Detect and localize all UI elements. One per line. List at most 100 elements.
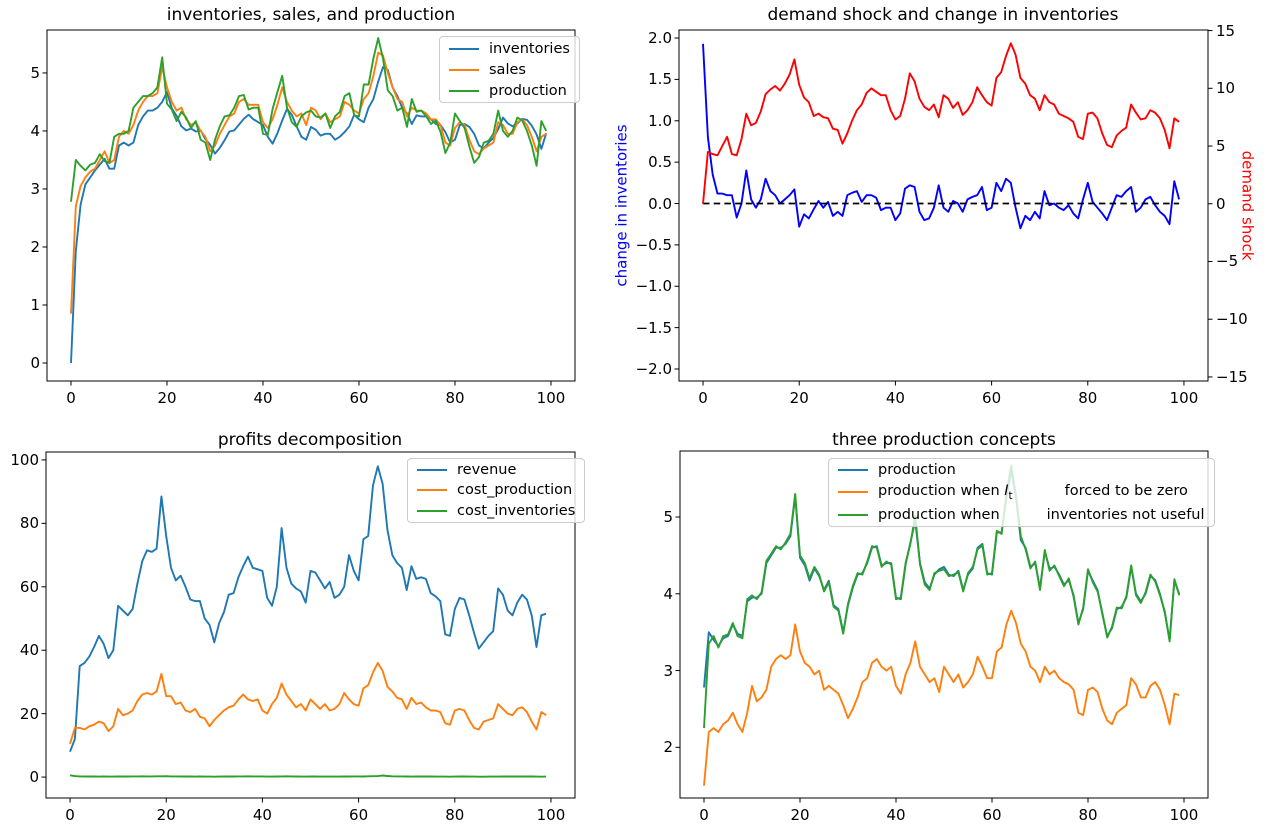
y-tick-label-right: 0 bbox=[1216, 194, 1226, 213]
legend-item: production when inventories not useful bbox=[838, 507, 1205, 523]
y-tick-label: 2 bbox=[30, 237, 40, 256]
legend-item: revenue bbox=[417, 462, 575, 478]
x-tick-label: 0 bbox=[698, 389, 708, 407]
legend-line-swatch bbox=[838, 491, 868, 494]
legend: inventories sales production bbox=[439, 36, 580, 103]
x-tick-label: 0 bbox=[65, 806, 75, 824]
y-tick-label: 4 bbox=[663, 584, 673, 603]
x-tick-label: 80 bbox=[1078, 389, 1098, 407]
y-tick-label: −1.5 bbox=[635, 318, 672, 337]
legend-item: production when It forced to be zero bbox=[838, 483, 1205, 502]
x-tick-label: 20 bbox=[789, 389, 809, 407]
y-tick-label: 2 bbox=[663, 738, 673, 757]
series-line-production-when-inventories-not-useful bbox=[703, 464, 1181, 729]
y-tick-label: 3 bbox=[30, 179, 40, 198]
series-line-demand-shock bbox=[702, 42, 1180, 204]
legend-item: cost_production bbox=[417, 482, 575, 498]
x-tick-label: 0 bbox=[699, 806, 709, 824]
x-tick-label: 40 bbox=[885, 389, 905, 407]
series-line-sales bbox=[70, 51, 547, 314]
y-tick-label: 5 bbox=[663, 508, 673, 527]
x-tick-label: 60 bbox=[349, 806, 369, 824]
x-tick-label: 20 bbox=[157, 389, 177, 407]
legend-item-label: production when It forced to be zero bbox=[878, 483, 1188, 502]
math-subscript: t bbox=[1008, 489, 1013, 502]
x-tick-label: 40 bbox=[886, 806, 906, 824]
x-tick-label: 80 bbox=[445, 806, 465, 824]
legend-item-label: production bbox=[878, 462, 956, 479]
legend-line-swatch bbox=[449, 68, 479, 71]
plot-border bbox=[46, 29, 576, 382]
math-variable: I bbox=[1004, 483, 1009, 500]
y-tick-label: 2.0 bbox=[648, 29, 672, 48]
x-tick-label: 100 bbox=[536, 806, 566, 824]
y-tick-label: −2.0 bbox=[635, 360, 672, 378]
x-tick-label: 100 bbox=[536, 389, 566, 407]
y-tick-label: 5 bbox=[30, 63, 40, 82]
legend-item: production bbox=[838, 462, 1205, 478]
y-tick-label: 0 bbox=[30, 354, 40, 372]
legend-item-label: cost_production bbox=[457, 482, 573, 499]
x-tick-label: 60 bbox=[349, 389, 369, 407]
y-tick-label: 100 bbox=[10, 450, 39, 469]
legend-item: inventories bbox=[449, 41, 570, 57]
series-line-production bbox=[70, 37, 548, 202]
panel-title-demand-shock-change-in-inventories: demand shock and change in inventories bbox=[767, 5, 1119, 25]
legend-item-label: inventories bbox=[489, 40, 570, 57]
series-line-cost-inventories bbox=[69, 774, 547, 778]
legend-line-swatch bbox=[417, 509, 447, 512]
y-tick-label: 60 bbox=[19, 577, 39, 596]
x-tick-label: 100 bbox=[1169, 806, 1199, 824]
x-tick-label: 100 bbox=[1169, 389, 1199, 407]
legend-item-label: revenue bbox=[457, 462, 517, 479]
plot-border bbox=[679, 450, 1209, 799]
y-tick-label: 1.5 bbox=[648, 70, 672, 89]
legend-item: sales bbox=[449, 62, 570, 78]
legend-line-swatch bbox=[417, 489, 447, 492]
x-tick-label: 60 bbox=[982, 806, 1002, 824]
x-tick-label: 40 bbox=[252, 806, 272, 824]
legend-item-label: sales bbox=[489, 61, 526, 78]
legend-line-swatch bbox=[838, 513, 868, 516]
y-tick-label-right: 15 bbox=[1216, 21, 1236, 40]
legend-item-label: cost_inventories bbox=[457, 502, 576, 519]
y-tick-label-right: −10 bbox=[1216, 310, 1248, 329]
series-line-production-when-i-t-forced-to-be-zero bbox=[703, 609, 1180, 786]
y-tick-label: 1 bbox=[30, 295, 40, 314]
legend: revenue cost_production cost_inventories bbox=[407, 458, 586, 523]
label-spacer bbox=[1000, 518, 1047, 519]
y-tick-label: 20 bbox=[19, 704, 39, 723]
y-tick-label: −1.0 bbox=[635, 277, 672, 296]
y-tick-label-right: −15 bbox=[1216, 367, 1248, 386]
x-tick-label: 60 bbox=[982, 389, 1002, 407]
x-tick-label: 20 bbox=[790, 806, 810, 824]
x-tick-label: 80 bbox=[445, 389, 465, 407]
y-tick-label: 0 bbox=[29, 768, 39, 787]
legend-line-swatch bbox=[449, 89, 479, 92]
panel-title-three-production-concepts: three production concepts bbox=[832, 430, 1056, 450]
legend: production production when It forced to be… bbox=[828, 458, 1215, 527]
panel-title-profits-decomposition: profits decomposition bbox=[217, 430, 403, 450]
legend-line-swatch bbox=[838, 469, 868, 472]
plot-border bbox=[45, 451, 576, 799]
legend-line-swatch bbox=[449, 47, 479, 50]
label-spacer bbox=[1013, 494, 1065, 495]
legend-line-swatch bbox=[417, 469, 447, 472]
legend-item-label: production when inventories not useful bbox=[878, 506, 1205, 523]
y-tick-label-right: −5 bbox=[1216, 252, 1239, 271]
series-line-cost-production bbox=[69, 661, 547, 745]
panel-title-inventories-sales-production: inventories, sales, and production bbox=[166, 5, 456, 25]
legend-item: production bbox=[449, 83, 570, 99]
series-line-change-in-inventories bbox=[702, 43, 1181, 230]
y-tick-label: 80 bbox=[19, 514, 39, 533]
y-tick-label: 3 bbox=[663, 661, 673, 680]
x-tick-label: 40 bbox=[253, 389, 273, 407]
y-tick-label: 40 bbox=[19, 641, 39, 660]
series-line-revenue bbox=[69, 465, 547, 753]
y-tick-label: 0.0 bbox=[648, 194, 672, 213]
series-line-inventories bbox=[70, 66, 548, 364]
y-tick-label: 4 bbox=[30, 121, 40, 140]
x-tick-label: 80 bbox=[1078, 806, 1098, 824]
legend-item-label: production bbox=[489, 82, 567, 99]
